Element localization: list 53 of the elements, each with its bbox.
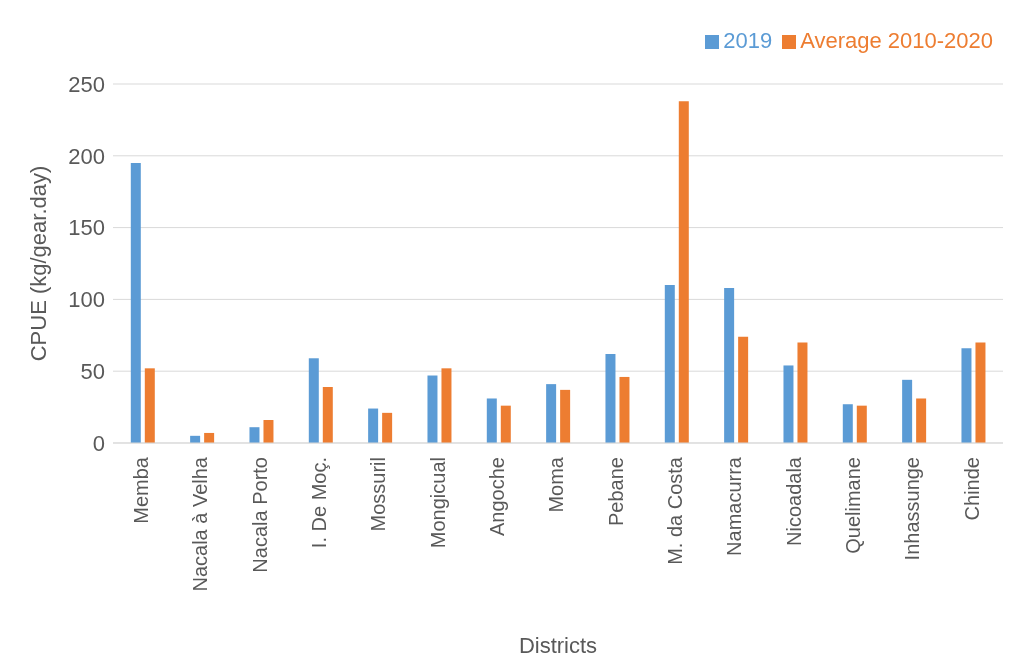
bar — [263, 420, 274, 443]
bar — [560, 389, 571, 443]
x-tick-label: Chinde — [960, 457, 983, 521]
bar — [619, 376, 630, 443]
y-tick-label: 200 — [68, 143, 105, 169]
legend-label: Average 2010-2020 — [800, 28, 993, 53]
legend-label: 2019 — [723, 28, 773, 53]
x-tick-label: Moma — [545, 456, 568, 513]
bar — [975, 342, 986, 443]
x-tick-label: Inhassunge — [901, 457, 924, 561]
bar — [902, 379, 913, 443]
bar — [130, 162, 141, 443]
x-tick-label: Mongicual — [426, 457, 449, 549]
x-tick-label: Nicoadala — [782, 456, 805, 546]
x-tick-label: Memba — [129, 456, 152, 524]
bar — [783, 365, 794, 443]
x-tick-label: Pebane — [604, 457, 627, 526]
x-tick-label: Mossuril — [367, 457, 390, 532]
x-tick-label: Angoche — [485, 457, 508, 536]
bar — [961, 348, 972, 443]
bar — [724, 287, 735, 443]
y-tick-label: 100 — [68, 287, 105, 313]
bar — [605, 353, 616, 443]
y-axis-title: CPUE (kg/gear.day) — [25, 165, 51, 362]
x-tick-label: I. De Moç. — [307, 457, 330, 549]
bar — [546, 384, 557, 443]
bar — [368, 408, 379, 443]
bar — [738, 336, 749, 443]
y-tick-label: 150 — [68, 215, 105, 241]
x-tick-label: M. da Costa — [663, 456, 686, 565]
bar — [678, 101, 689, 443]
bar — [842, 404, 853, 443]
bar — [249, 427, 260, 443]
x-tick-label: Nacala Porto — [248, 457, 271, 573]
bar — [308, 358, 319, 443]
x-axis-title: Districts — [518, 633, 598, 658]
bar — [664, 285, 675, 443]
x-tick-label: Quelimane — [841, 457, 864, 554]
y-tick-label: 50 — [80, 359, 105, 385]
bar — [486, 398, 497, 443]
bar — [916, 398, 927, 443]
x-tick-label: Namacurra — [723, 456, 746, 556]
bar — [144, 368, 155, 443]
bar — [427, 375, 438, 443]
x-tick-label: Nacala à Velha — [189, 456, 212, 592]
bar — [322, 387, 333, 443]
bar — [500, 405, 511, 443]
bar — [382, 412, 393, 443]
y-tick-label: 0 — [92, 430, 105, 456]
bar — [441, 368, 452, 443]
y-tick-label: 250 — [68, 71, 105, 97]
bar — [797, 342, 808, 443]
bar — [856, 405, 867, 443]
